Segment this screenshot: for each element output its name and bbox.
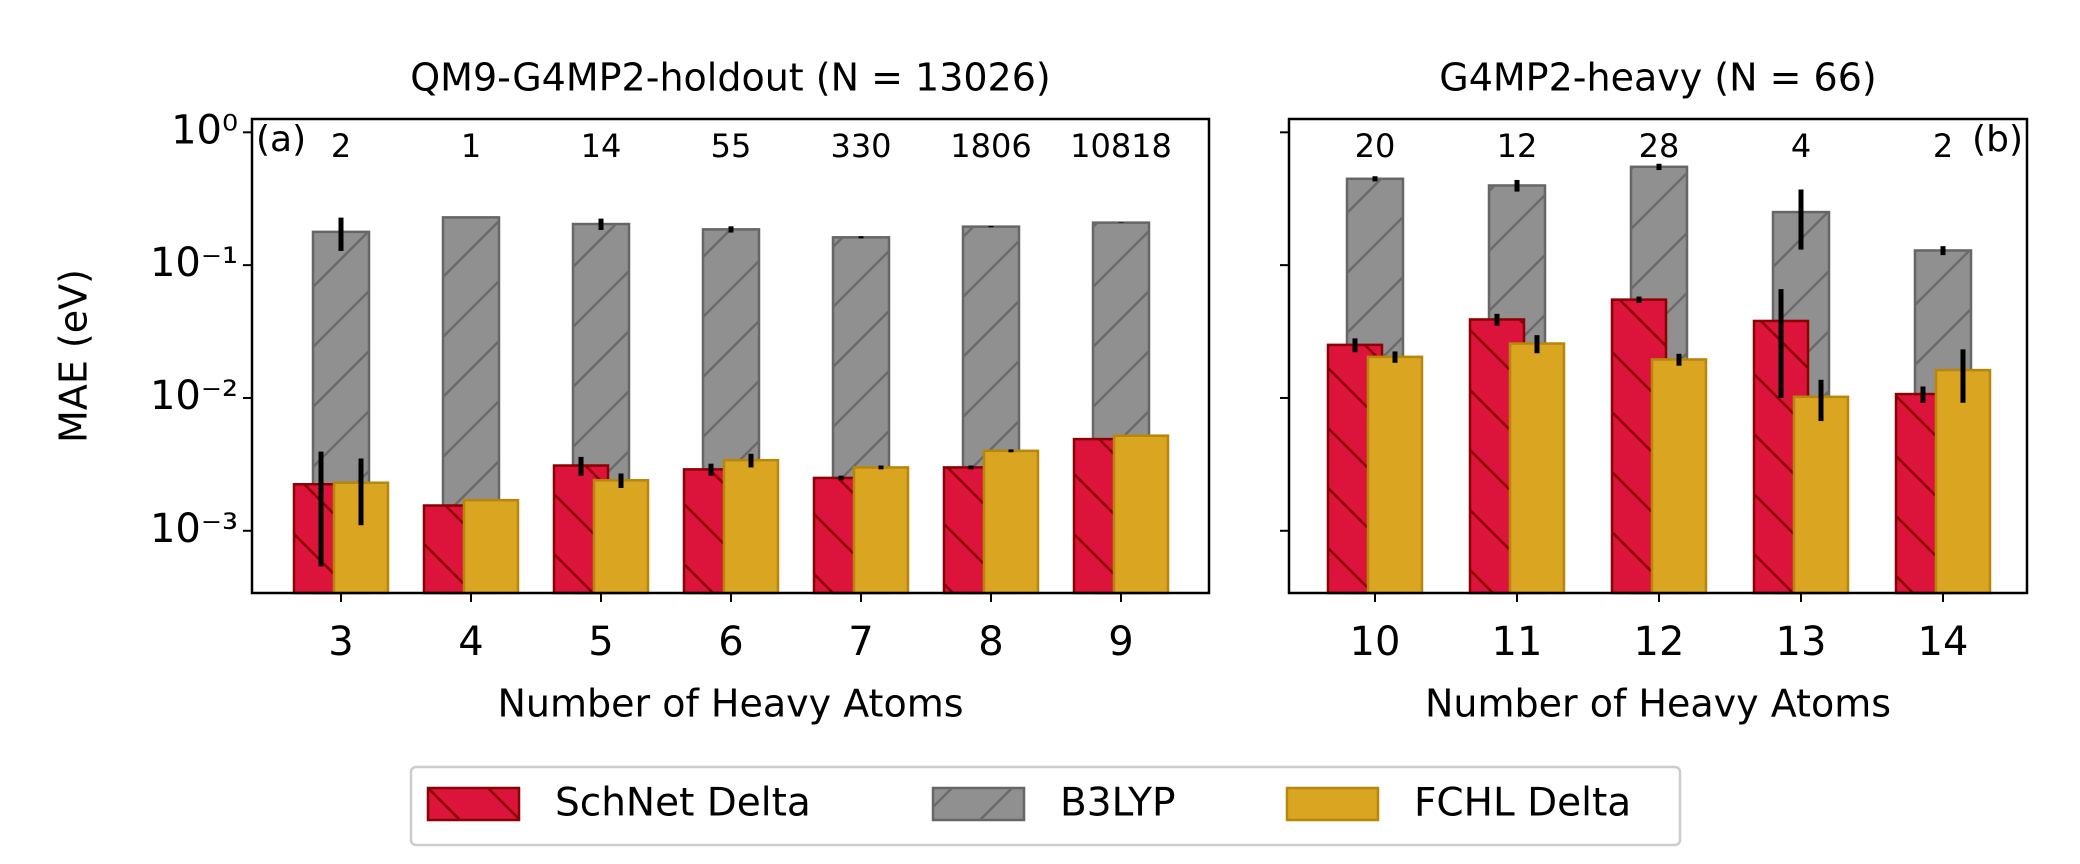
x-tick-label: 5 — [588, 619, 613, 665]
bar — [982, 449, 1040, 595]
count-label: 55 — [711, 127, 752, 165]
legend-label: FCHL Delta — [1414, 781, 1631, 826]
count-label: 20 — [1355, 127, 1396, 165]
legend-label: B3LYP — [1060, 781, 1175, 826]
x-tick-label: 12 — [1634, 619, 1685, 665]
x-tick-label: 9 — [1108, 619, 1133, 665]
bar — [852, 466, 910, 595]
x-tick-label: 6 — [718, 619, 743, 665]
y-tick-label: 10⁻² — [150, 373, 238, 419]
bar — [722, 458, 780, 595]
bar — [1112, 434, 1170, 595]
bar — [1650, 358, 1708, 595]
count-label: 2 — [331, 127, 351, 165]
bar — [1366, 355, 1424, 595]
count-label: 10818 — [1070, 127, 1172, 165]
count-label: 2 — [1933, 127, 1953, 165]
legend-swatch-hatch — [428, 788, 519, 820]
panel-label: (b) — [1972, 119, 2023, 160]
x-tick-label: 4 — [458, 619, 483, 665]
x-tick-label: 13 — [1776, 619, 1827, 665]
bar — [1508, 342, 1566, 595]
x-axis-label: Number of Heavy Atoms — [1425, 682, 1891, 726]
x-tick-label: 7 — [848, 619, 873, 665]
y-axis-label: MAE (eV) — [52, 269, 96, 443]
count-label: 14 — [581, 127, 622, 165]
legend-label: SchNet Delta — [555, 781, 811, 826]
x-axis-label: Number of Heavy Atoms — [497, 682, 963, 726]
panel-label: (a) — [256, 119, 306, 160]
x-tick-label: 8 — [978, 619, 1003, 665]
legend-swatch-hatch — [933, 788, 1024, 820]
x-tick-label: 14 — [1918, 619, 1969, 665]
chart-title: QM9-G4MP2-holdout (N = 13026) — [410, 56, 1050, 100]
chart-title: G4MP2-heavy (N = 66) — [1439, 56, 1876, 100]
count-label: 4 — [1791, 127, 1811, 165]
count-label: 28 — [1639, 127, 1680, 165]
legend-swatch — [1285, 786, 1380, 822]
count-label: 330 — [830, 127, 891, 165]
x-tick-label: 11 — [1492, 619, 1543, 665]
count-label: 1806 — [950, 127, 1031, 165]
bar — [462, 498, 520, 595]
count-label: 12 — [1497, 127, 1538, 165]
legend-box — [409, 765, 1682, 847]
count-label: 1 — [461, 127, 481, 165]
axes-frame — [250, 117, 1211, 595]
y-tick-label: 10⁰ — [171, 107, 238, 153]
axes-frame — [1287, 117, 2029, 595]
y-tick-label: 10⁻¹ — [150, 240, 238, 286]
x-tick-label: 10 — [1350, 619, 1401, 665]
bar — [1934, 368, 1992, 595]
y-tick-label: 10⁻³ — [150, 506, 238, 552]
bar — [592, 479, 650, 595]
x-tick-label: 3 — [328, 619, 353, 665]
bar — [1792, 395, 1850, 595]
